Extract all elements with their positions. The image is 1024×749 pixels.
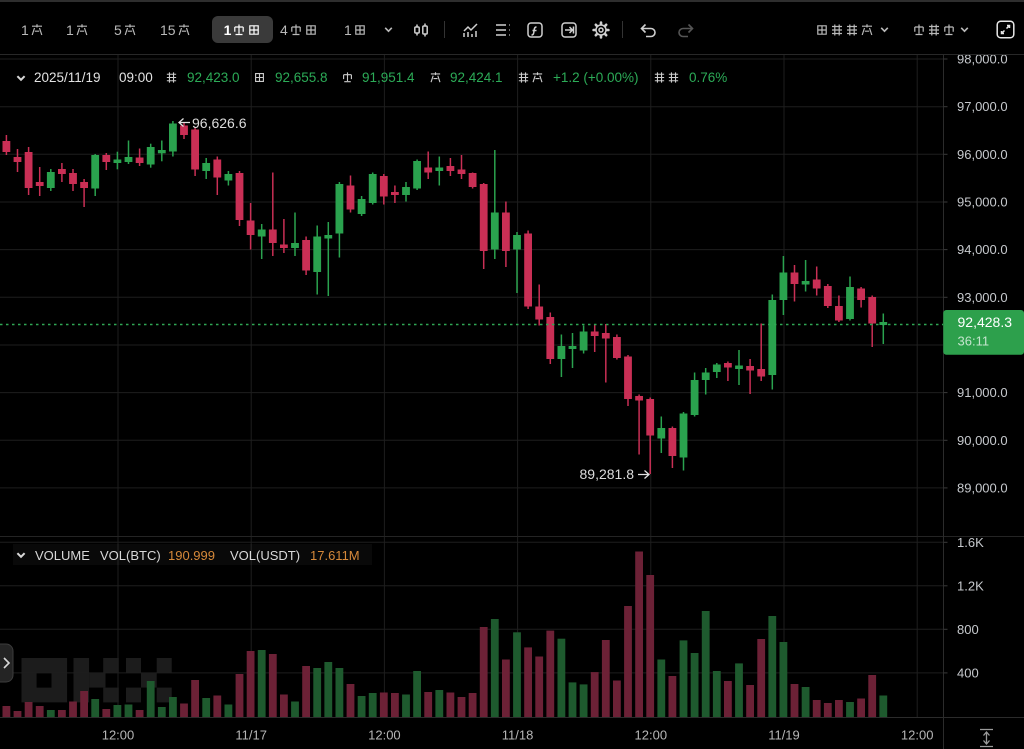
svg-text:90,000.0: 90,000.0	[957, 433, 1008, 448]
svg-text:1.6K: 1.6K	[957, 535, 984, 550]
svg-text:400: 400	[957, 665, 979, 680]
svg-text:11/18: 11/18	[502, 728, 534, 743]
svg-text:94,000.0: 94,000.0	[957, 242, 1008, 257]
svg-text:12:00: 12:00	[102, 728, 135, 743]
svg-text:11/17: 11/17	[235, 728, 267, 743]
svg-text:12:00: 12:00	[368, 728, 401, 743]
svg-text:92,428.3: 92,428.3	[958, 314, 1013, 330]
svg-text:800: 800	[957, 622, 979, 637]
svg-text:91,000.0: 91,000.0	[957, 385, 1008, 400]
svg-text:1.2K: 1.2K	[957, 578, 984, 593]
svg-text:97,000.0: 97,000.0	[957, 99, 1008, 114]
svg-text:98,000.0: 98,000.0	[957, 52, 1008, 67]
svg-text:36:11: 36:11	[958, 334, 990, 349]
svg-text:93,000.0: 93,000.0	[957, 290, 1008, 305]
svg-text:96,000.0: 96,000.0	[957, 147, 1008, 162]
svg-text:89,000.0: 89,000.0	[957, 481, 1008, 496]
svg-text:12:00: 12:00	[901, 728, 934, 743]
svg-text:96,626.6: 96,626.6	[192, 115, 247, 131]
svg-text:12:00: 12:00	[635, 728, 668, 743]
svg-text:95,000.0: 95,000.0	[957, 195, 1008, 210]
svg-text:89,281.8: 89,281.8	[580, 466, 635, 482]
svg-text:11/19: 11/19	[768, 728, 800, 743]
